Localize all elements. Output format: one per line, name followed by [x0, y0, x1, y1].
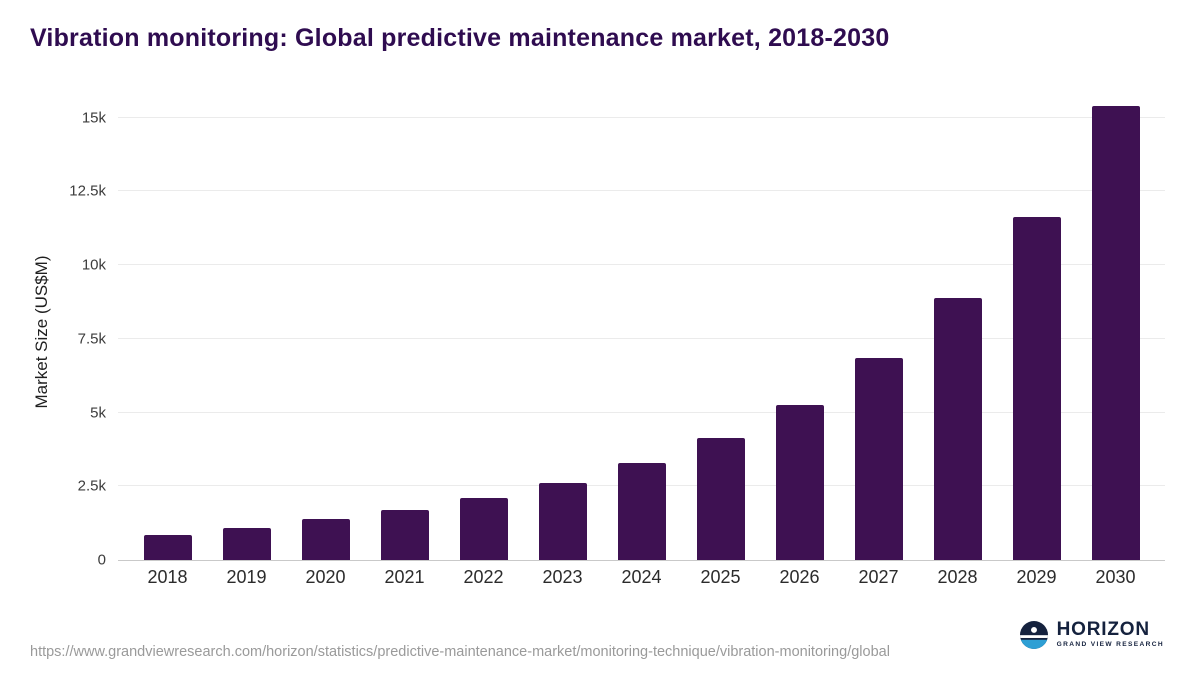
bar-column: [602, 103, 681, 560]
bar-column: [760, 103, 839, 560]
x-tick-label: 2030: [1095, 567, 1136, 587]
horizon-logo-text: HORIZON GRAND VIEW RESEARCH: [1057, 620, 1164, 649]
horizon-logo-icon: [1019, 620, 1048, 649]
bar-2027[interactable]: [854, 358, 903, 560]
chart-title: Vibration monitoring: Global predictive …: [30, 24, 890, 52]
y-tick-label: 10k: [81, 256, 106, 274]
gridline: [118, 337, 1165, 339]
horizon-logo-name: HORIZON: [1056, 619, 1150, 641]
x-tick-label: 2029: [1016, 567, 1057, 587]
gridline: [118, 116, 1165, 118]
bar-column: [286, 103, 365, 560]
x-axis-labels: 2018 2019 2020 2021 2022 2023 2024 2025 2026 2027…: [118, 567, 1165, 588]
bar-2021[interactable]: [380, 509, 429, 560]
bar-column: [523, 103, 602, 560]
x-tick-label: 2026: [779, 567, 820, 587]
bar-column: [918, 103, 997, 560]
x-tick-label: 2023: [542, 567, 583, 587]
y-tick-label: 7.5k: [77, 330, 106, 348]
bar-column: [365, 103, 444, 560]
bar-2024[interactable]: [617, 462, 666, 560]
bar-column: [207, 103, 286, 560]
source-url: https://www.grandviewresearch.com/horizo…: [30, 643, 890, 660]
x-tick-label: 2021: [384, 567, 425, 587]
gridline: [118, 190, 1165, 192]
bar-2019[interactable]: [222, 527, 271, 560]
bar-2018[interactable]: [143, 534, 192, 560]
bar-2030[interactable]: [1091, 105, 1140, 560]
bar-column: [444, 103, 523, 560]
x-tick-label: 2020: [305, 567, 346, 587]
y-tick-label: 2.5k: [77, 477, 106, 495]
bar-column: [997, 103, 1076, 560]
bar-2022[interactable]: [459, 498, 508, 560]
x-tick-label: 2022: [463, 567, 504, 587]
bar-column: [681, 103, 760, 560]
horizon-logo-subtitle: GRAND VIEW RESEARCH: [1056, 641, 1164, 649]
y-axis-ticks: 0 2.5k 5k 7.5k 10k 12.5k 15k: [0, 103, 106, 568]
bar-2028[interactable]: [933, 297, 982, 560]
y-tick-label: 15k: [81, 109, 106, 127]
bar-column: [839, 103, 918, 560]
x-tick-label: 2024: [621, 567, 662, 587]
bars: [118, 103, 1165, 560]
bar-column: [128, 103, 207, 560]
gridline: [118, 264, 1165, 266]
horizon-logo: HORIZON GRAND VIEW RESEARCH: [1019, 620, 1164, 649]
y-tick-label: 12.5k: [69, 182, 106, 200]
x-tick-label: 2027: [858, 567, 899, 587]
gridline: [118, 411, 1165, 413]
bar-2029[interactable]: [1012, 216, 1061, 560]
bar-2023[interactable]: [538, 482, 587, 560]
x-tick-label: 2019: [226, 567, 267, 587]
bar-column: [1076, 103, 1155, 560]
bar-2025[interactable]: [696, 437, 745, 560]
y-tick-label: 5k: [90, 404, 106, 422]
y-tick-label: 0: [97, 551, 106, 569]
bar-2026[interactable]: [775, 404, 824, 560]
x-tick-label: 2025: [700, 567, 741, 587]
bar-2020[interactable]: [301, 519, 350, 560]
plot-area: [118, 103, 1165, 561]
x-tick-label: 2028: [937, 567, 978, 587]
x-tick-label: 2018: [147, 567, 188, 587]
